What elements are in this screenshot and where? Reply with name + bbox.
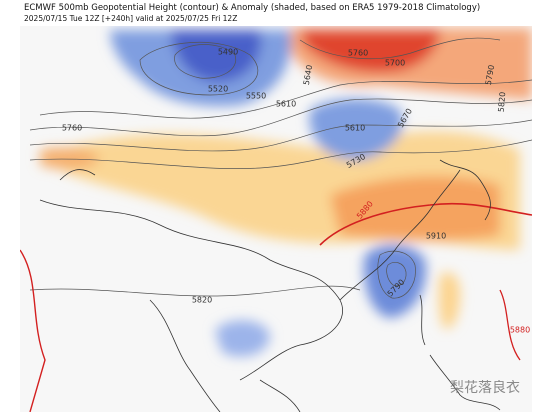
contour-label: 5610 [345, 124, 365, 133]
contour-5880-east [499, 289, 521, 361]
contour-label: 5790 [484, 64, 496, 86]
watermark: 梨花落良衣 [450, 380, 520, 396]
contour-5880-west [20, 249, 46, 412]
contour-label: 5550 [246, 92, 266, 101]
contour-label: 5820 [497, 91, 508, 112]
contour-label: 5640 [302, 64, 314, 86]
contour-label: 5490 [218, 48, 238, 57]
contour-label: 5880 [510, 326, 530, 335]
anomaly-shading [40, 28, 532, 357]
coastlines [39, 159, 501, 412]
contour-label: 5700 [385, 59, 405, 68]
contour-label: 5820 [192, 296, 212, 305]
map: 5490 5520 5550 5610 5640 5760 5700 5790 … [20, 26, 532, 412]
subtitle: 2025/07/15 Tue 12Z [+240h] valid at 2025… [24, 14, 237, 23]
contours [29, 37, 532, 299]
contour-label: 5520 [208, 85, 228, 94]
contour-label: 5910 [426, 232, 446, 241]
title: ECMWF 500mb Geopotential Height (contour… [24, 3, 480, 13]
contour-5880 [319, 202, 532, 246]
contour-label: 5760 [348, 49, 368, 58]
contour-label: 5610 [276, 100, 296, 109]
contour-label: 5760 [62, 124, 82, 133]
